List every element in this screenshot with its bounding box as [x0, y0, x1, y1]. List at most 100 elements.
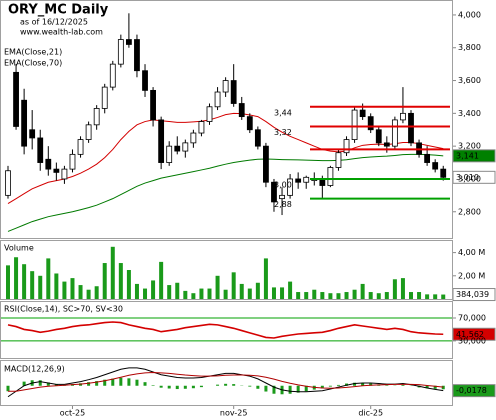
volume-bar [328, 293, 333, 299]
panel-title: MACD(12,26,9) [4, 365, 65, 374]
y-tick-label: 3,800 [458, 43, 481, 52]
volume-bar [102, 263, 107, 299]
histogram-bar [54, 384, 58, 386]
labels-layer: 2,800 3,000 3,200 3,400 3,600 3,800 4,000 3,44 3… [60, 10, 489, 417]
source: www.wealth-lab.com [20, 28, 103, 37]
histogram-bar [353, 382, 357, 386]
candle-body [206, 106, 213, 122]
candle-body [37, 137, 44, 163]
volume-bar [14, 257, 19, 299]
volume-bar [54, 273, 59, 299]
volume-bar [215, 275, 220, 299]
line-series [7, 112, 444, 204]
volume-bar [159, 261, 164, 299]
histogram-bar [103, 379, 107, 386]
candle-body [117, 39, 124, 65]
volume-bar [433, 294, 438, 299]
histogram-bar [288, 385, 292, 394]
candle-body [327, 167, 334, 186]
candle-body [279, 194, 285, 200]
volume-bar [368, 292, 373, 299]
histogram-bar [369, 383, 373, 386]
candle-body [85, 124, 92, 140]
volume-bar [400, 278, 405, 299]
candle-body [29, 129, 36, 139]
candle-body [13, 71, 19, 127]
volume-bar [409, 292, 413, 299]
volume-bar [22, 264, 27, 299]
histogram-bar [345, 383, 349, 386]
candle-body [343, 139, 350, 154]
candle-body [101, 86, 108, 109]
candle-body [367, 116, 374, 131]
volume-bar [191, 293, 196, 299]
legend-entry: EMA(Close,70) [4, 59, 62, 68]
last-value-label: 3,010 [456, 173, 479, 182]
line-series [8, 372, 444, 392]
candle-body [61, 168, 68, 180]
panel-title: Volume [4, 244, 34, 253]
volume-bar [6, 265, 10, 299]
line-series [7, 367, 444, 398]
candle-body [93, 108, 100, 126]
histogram-bar [361, 383, 365, 386]
histogram-bar [22, 381, 26, 386]
volume-bar [207, 288, 212, 299]
histogram-bar [336, 384, 340, 386]
volume-bar [231, 272, 236, 299]
volume-bar [280, 287, 285, 299]
candle-body [21, 99, 28, 147]
volume-bar [134, 283, 139, 299]
volume-bar [223, 289, 228, 299]
histogram-bar [119, 377, 123, 386]
candle-body [158, 119, 165, 163]
price-panel-frame [0, 0, 453, 239]
candle-body [303, 176, 310, 183]
histogram-bar [183, 385, 187, 389]
candle-body [271, 181, 277, 203]
candle-body [351, 109, 358, 140]
last-value-label: 384,039 [456, 290, 489, 299]
legend-entry: EMA(Close,21) [4, 48, 62, 57]
histogram-bar [46, 382, 50, 386]
subtitle: as of 16/12/2025 [20, 18, 88, 27]
level-label: 3,32 [274, 128, 292, 137]
last-value-label: 41,562 [456, 330, 484, 339]
candle-body [408, 112, 414, 144]
histogram-bar [401, 384, 405, 386]
histogram-bar [127, 378, 131, 386]
candle-body [432, 162, 439, 170]
histogram-bar [159, 385, 163, 388]
volume-bar [304, 292, 309, 299]
histogram-bar [135, 379, 139, 386]
volume-bar [376, 293, 381, 299]
candle-body [77, 139, 84, 155]
volume-bar [384, 292, 389, 299]
volume-bar [417, 292, 422, 299]
volume-bar [392, 279, 397, 299]
volume-bar [288, 281, 293, 299]
volume-bar [344, 292, 349, 299]
volume-bar [175, 282, 180, 299]
histogram-bar [232, 384, 236, 386]
histogram-bar [441, 385, 445, 390]
volume-bar [336, 293, 341, 299]
volume-bar [70, 278, 75, 299]
candle-body [109, 63, 116, 88]
candle-body [190, 132, 197, 144]
macd-panel-frame [0, 360, 453, 406]
candle-body [69, 153, 76, 170]
volume-bar [62, 281, 67, 299]
candle-body [375, 129, 382, 144]
candle-body [198, 121, 205, 134]
histogram-bar [87, 382, 91, 386]
candle-body [287, 178, 294, 196]
volume-bar [167, 285, 172, 299]
last-value-label: -0,0178 [456, 386, 487, 395]
volume-bar [94, 286, 99, 299]
volume-bar [199, 288, 204, 299]
histogram-bar [167, 385, 171, 389]
volume-bar [143, 288, 148, 299]
histogram-bar [385, 385, 389, 386]
